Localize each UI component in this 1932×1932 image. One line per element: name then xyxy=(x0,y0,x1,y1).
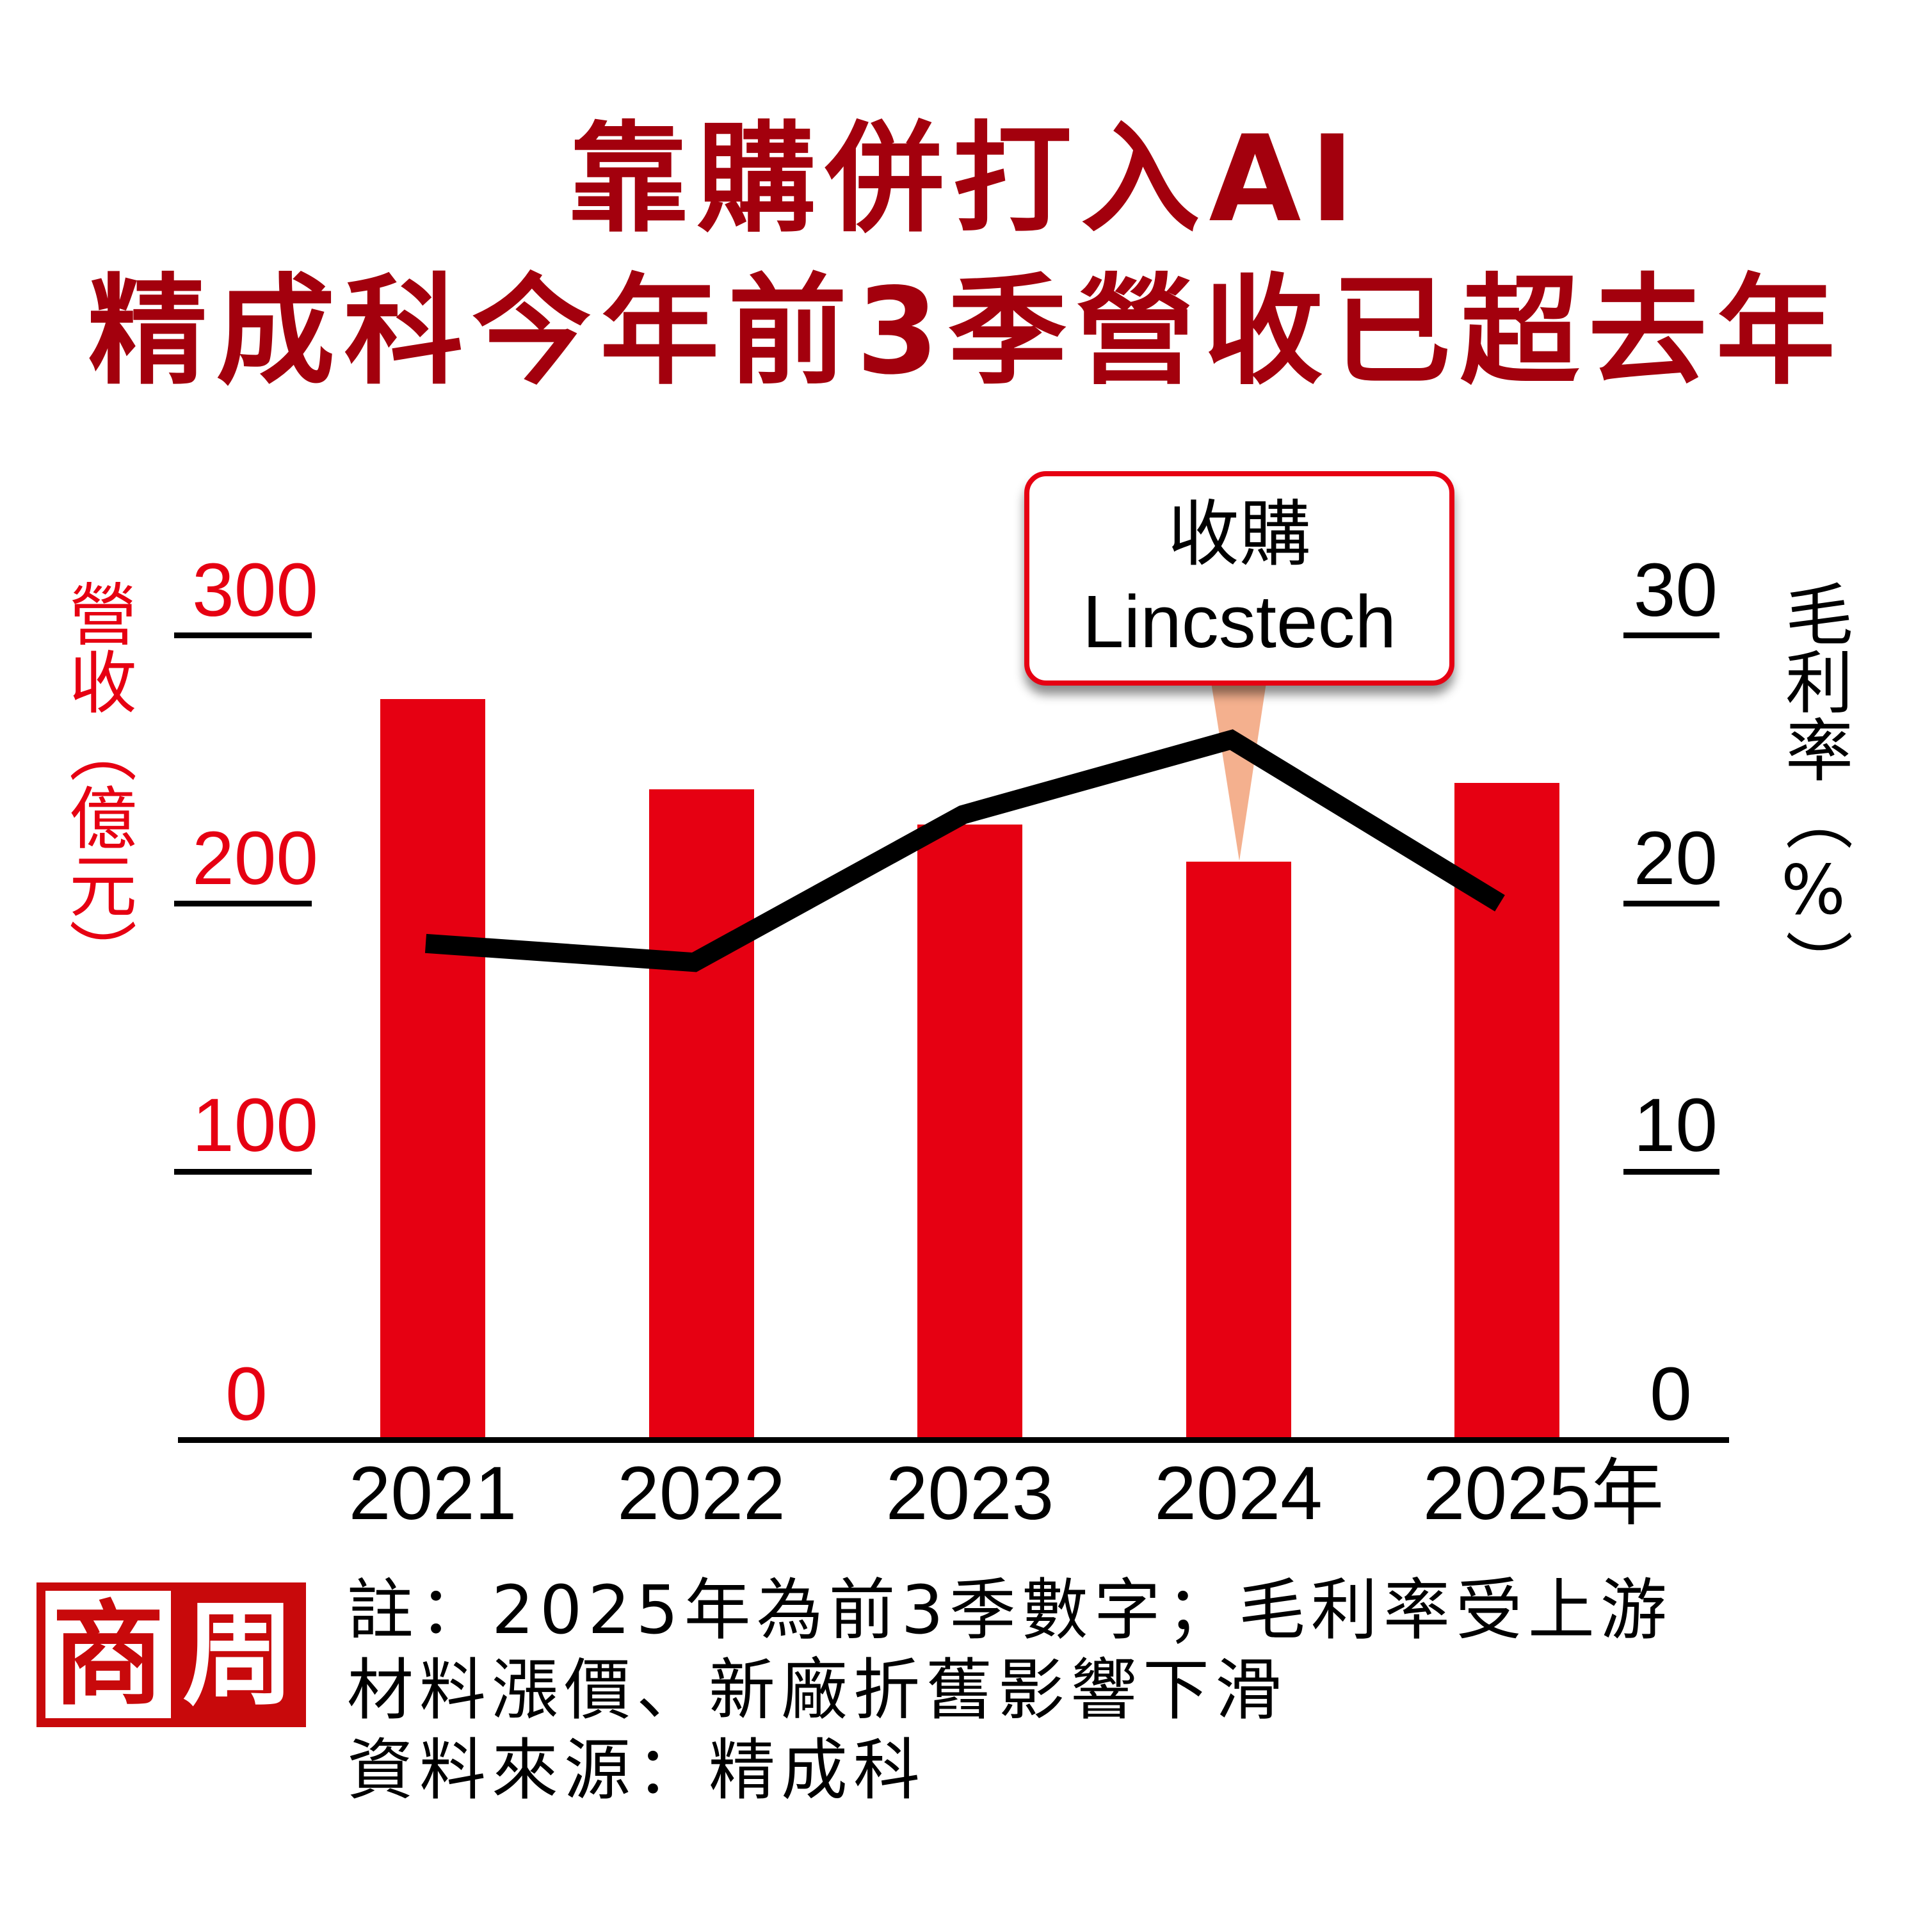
acquisition-callout: 收購 Lincstech xyxy=(1024,471,1454,686)
x-label-year-suffix: 年 xyxy=(1591,1451,1664,1536)
right-tick-label-0: 0 xyxy=(1650,1352,1692,1437)
left-axis-title: 營收（億元） xyxy=(58,579,136,986)
source-line: 資料來源：精成科 xyxy=(347,1731,926,1809)
logo-white-box: 商 xyxy=(45,1591,171,1718)
right-tick-label-20: 20 xyxy=(1633,816,1718,901)
bar-2024 xyxy=(1186,862,1291,1440)
right-tick-mark-30 xyxy=(1623,632,1719,638)
title-line-1: 靠購併打入AI xyxy=(568,109,1364,248)
business-weekly-logo: 商 周 xyxy=(36,1582,306,1727)
x-label-2021: 2021 xyxy=(348,1451,517,1536)
x-axis-baseline xyxy=(178,1437,1729,1443)
right-axis-title: 毛利率（%） xyxy=(1774,579,1853,997)
right-tick-mark-20 xyxy=(1623,901,1719,906)
left-tick-label-300: 300 xyxy=(192,548,318,632)
right-tick-label-10: 10 xyxy=(1633,1083,1718,1168)
left-tick-mark-300 xyxy=(174,632,312,638)
footer-note: 註：2025年為前3季數字；毛利率受上游 材料漲價、新廠折舊影響下滑 資料來源：… xyxy=(347,1570,1673,1810)
note-line-2: 材料漲價、新廠折舊影響下滑 xyxy=(347,1651,1288,1729)
callout-label: 收購 xyxy=(1168,493,1311,576)
logo-char-zhou: 周 xyxy=(182,1588,296,1721)
x-label-2024: 2024 xyxy=(1154,1451,1323,1536)
bar-2023 xyxy=(917,824,1022,1440)
left-tick-mark-200 xyxy=(174,901,312,906)
x-label-2022: 2022 xyxy=(617,1451,785,1536)
note-line-1: 註：2025年為前3季數字；毛利率受上游 xyxy=(347,1571,1673,1649)
logo-char-shang: 商 xyxy=(51,1588,165,1721)
title-line-2: 精成科今年前3季營收已超去年 xyxy=(88,262,1844,401)
bar-2022 xyxy=(648,789,754,1440)
bar-2021 xyxy=(380,698,485,1440)
right-tick-mark-10 xyxy=(1623,1169,1719,1175)
x-label-2025: 2025 年 xyxy=(1422,1451,1664,1536)
bar-2025 xyxy=(1454,782,1559,1440)
x-label-2023: 2023 xyxy=(885,1451,1054,1536)
left-tick-label-0: 0 xyxy=(225,1352,268,1437)
callout-company: Lincstech xyxy=(1082,580,1397,663)
left-tick-mark-100 xyxy=(174,1169,312,1175)
right-tick-label-30: 30 xyxy=(1633,548,1718,632)
left-tick-label-100: 100 xyxy=(192,1083,318,1168)
left-tick-label-200: 200 xyxy=(192,816,318,901)
